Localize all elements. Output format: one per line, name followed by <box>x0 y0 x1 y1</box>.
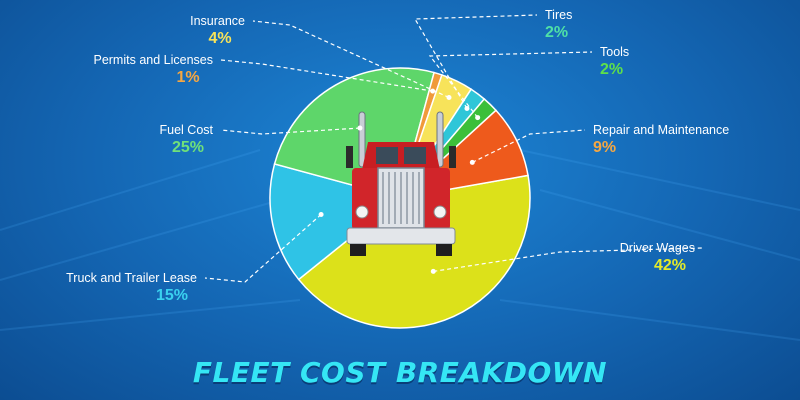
slice-label: Repair and Maintenance <box>593 123 729 137</box>
slice-labels: Driver Wages 42% Truck and Trailer Lease 15… <box>66 8 729 304</box>
leader-dot <box>430 268 436 274</box>
slice-percentage: 1% <box>176 69 199 86</box>
leader-dot <box>469 159 475 165</box>
leader-line <box>433 247 704 272</box>
leader-dot <box>430 88 436 94</box>
leader-dot <box>475 115 481 121</box>
slice-percentage: 15% <box>156 287 188 304</box>
leader-line <box>220 59 433 92</box>
leader-line <box>428 51 593 118</box>
slice-label: Permits and Licenses <box>93 53 213 67</box>
slice-percentage: 4% <box>208 30 231 47</box>
leader-line <box>413 14 538 109</box>
slice-label: Tools <box>600 45 629 59</box>
slice-percentage: 42% <box>654 257 686 274</box>
leader-dot <box>464 105 470 111</box>
leader-line <box>220 127 360 135</box>
truck-icon <box>346 111 456 256</box>
slice-percentage: 25% <box>172 139 204 156</box>
pie-slice-driver-wages <box>297 174 531 329</box>
slice-percentage: 2% <box>545 24 568 41</box>
leader-dot <box>357 125 363 131</box>
leader-dot <box>318 211 324 217</box>
leader-line <box>204 214 322 283</box>
slice-label: Fuel Cost <box>160 123 214 137</box>
slice-label: Tires <box>545 8 572 22</box>
slice-label: Driver Wages <box>620 241 695 255</box>
slice-label: Truck and Trailer Lease <box>66 271 197 285</box>
chart-title: FLEET COST BREAKDOWN <box>192 356 608 389</box>
slice-percentage: 9% <box>593 139 616 156</box>
leader-dot <box>446 95 452 101</box>
label-leader-lines <box>204 14 704 283</box>
slice-label: Insurance <box>190 14 245 28</box>
leader-line <box>472 129 586 163</box>
leader-line <box>252 20 450 99</box>
slice-percentage: 2% <box>600 61 623 78</box>
